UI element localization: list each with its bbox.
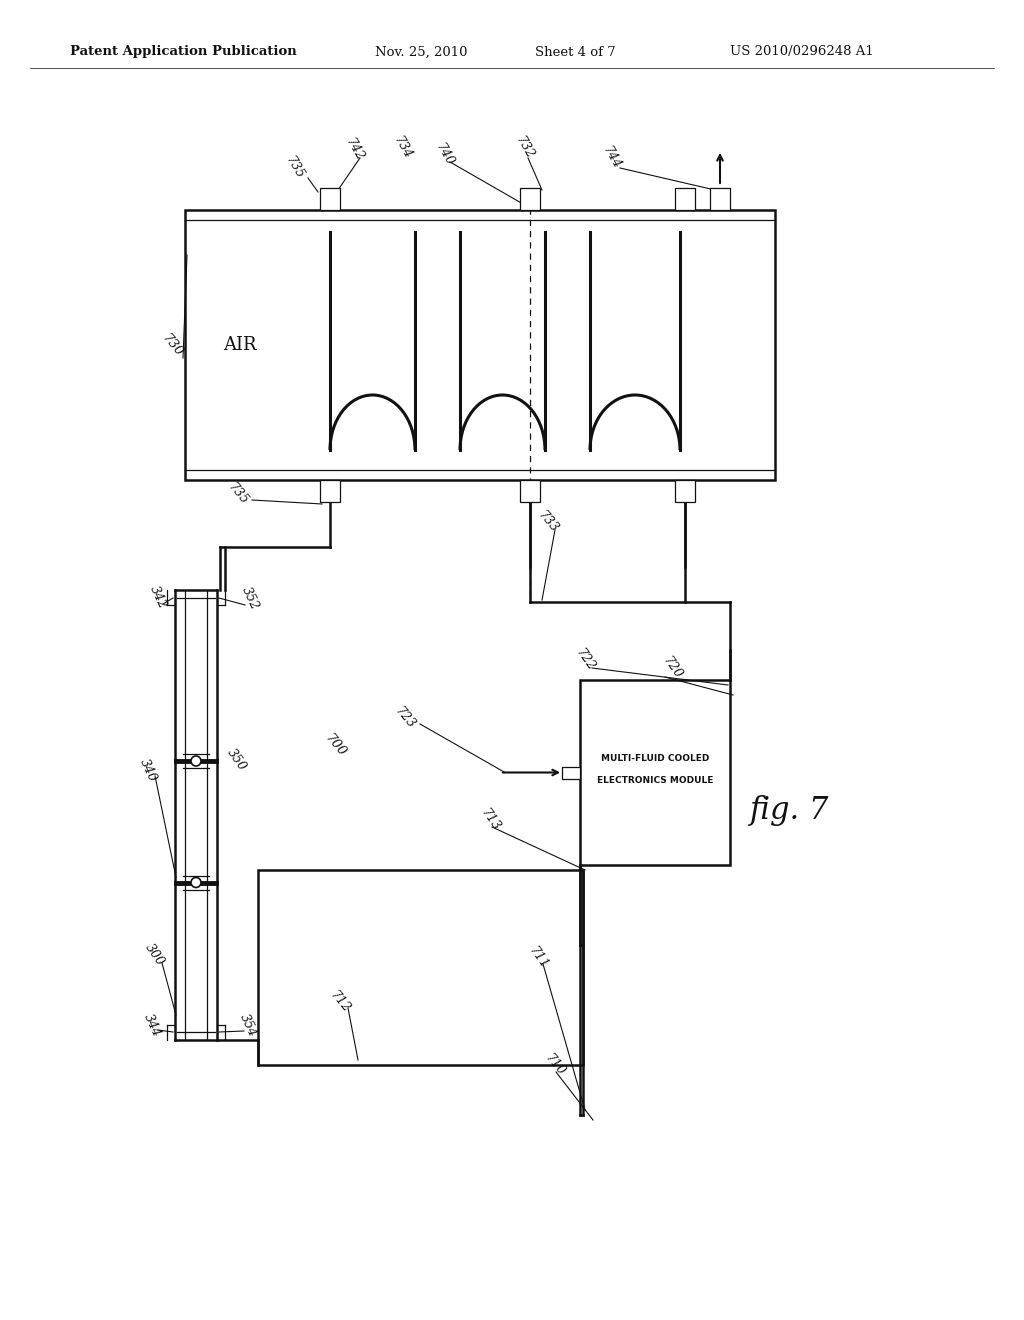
Bar [520,480,540,502]
Bar [675,480,695,502]
Text: 730: 730 [159,331,185,359]
Text: 744: 744 [600,144,624,172]
Text: 732: 732 [513,135,537,161]
Bar [710,187,730,210]
Bar [580,680,730,865]
Bar [185,210,775,480]
Text: 723: 723 [392,705,418,731]
Text: 735: 735 [225,480,251,507]
Text: 720: 720 [659,655,684,681]
Text: Patent Application Publication: Patent Application Publication [70,45,297,58]
Text: US 2010/0296248 A1: US 2010/0296248 A1 [730,45,873,58]
Text: 342: 342 [147,583,169,611]
Text: 352: 352 [239,585,261,611]
Text: 711: 711 [525,944,550,972]
Bar [520,187,540,210]
Text: 713: 713 [478,807,502,833]
Text: 735: 735 [284,154,306,182]
Text: fig. 7: fig. 7 [751,795,829,825]
Circle shape [191,878,201,887]
Text: 700: 700 [322,731,348,759]
Text: 710: 710 [543,1052,567,1078]
Text: 350: 350 [225,746,249,774]
Text: 734: 734 [391,135,415,161]
Bar [562,767,580,779]
Bar [319,187,340,210]
Text: ELECTRONICS MODULE: ELECTRONICS MODULE [597,776,713,785]
Text: 340: 340 [137,756,159,784]
Circle shape [191,756,201,766]
Text: AIR: AIR [223,337,257,354]
Text: 344: 344 [141,1011,163,1039]
Text: 722: 722 [572,647,597,673]
Text: 733: 733 [536,508,561,536]
Bar [675,187,695,210]
Text: Nov. 25, 2010: Nov. 25, 2010 [375,45,468,58]
Text: MULTI-FLUID COOLED: MULTI-FLUID COOLED [601,754,710,763]
Text: 740: 740 [433,141,457,169]
Text: 354: 354 [237,1011,259,1039]
Text: 712: 712 [328,989,352,1015]
Text: 742: 742 [343,136,367,164]
Bar [258,870,583,1065]
Text: 300: 300 [142,941,167,969]
Bar [319,480,340,502]
Text: Sheet 4 of 7: Sheet 4 of 7 [535,45,615,58]
